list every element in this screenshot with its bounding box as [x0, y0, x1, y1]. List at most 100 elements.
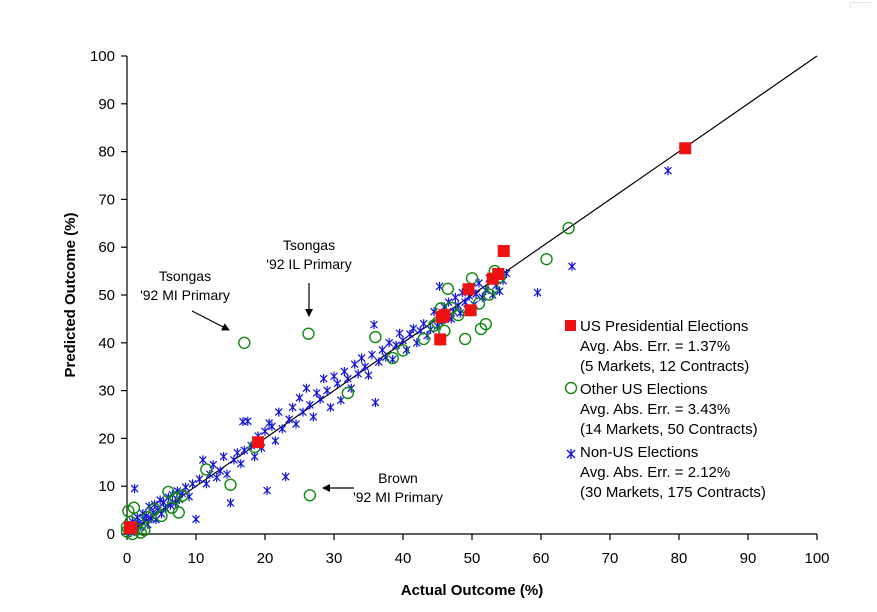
point-non-us [202, 479, 211, 489]
point-non-us [130, 484, 139, 494]
point-other-us [417, 332, 430, 346]
legend-label-us-presidential: US Presidential Elections [580, 318, 748, 335]
point-non-us [223, 469, 231, 479]
point-us-presidential [125, 522, 138, 535]
point-non-us [295, 393, 304, 403]
point-non-us [230, 455, 238, 465]
point-other-us [458, 332, 472, 346]
point-non-us [323, 386, 332, 396]
point-other-us [465, 272, 479, 285]
point-non-us [288, 402, 297, 412]
x-tick-label: 90 [740, 550, 757, 567]
legend-label-other-us: Other US Elections [580, 381, 708, 398]
point-non-us [226, 498, 235, 508]
point-non-us [188, 479, 197, 489]
legend-item-other-us: Other US Elections Avg. Abs. Err. = 3.43… [564, 381, 758, 438]
legend-square-marker [565, 320, 576, 331]
point-non-us [309, 412, 318, 422]
y-tick-label: 80 [98, 144, 115, 161]
y-tick-label: 50 [98, 287, 115, 304]
point-non-us [271, 436, 280, 446]
point-other-us [483, 288, 496, 301]
point-non-us [368, 350, 376, 360]
point-other-us [175, 489, 189, 502]
point-us-presidential [679, 142, 692, 155]
point-non-us [263, 486, 271, 496]
y-ticks: 0 10 20 30 40 50 60 70 80 90 100 [90, 48, 127, 543]
annotation-brown-mi-line1: Brown [378, 470, 418, 486]
point-non-us [219, 452, 228, 462]
point-non-us [250, 452, 259, 462]
point-other-us [369, 330, 382, 344]
point-non-us [274, 407, 283, 417]
point-non-us [236, 459, 245, 469]
point-non-us [261, 426, 269, 436]
x-tick-label: 30 [326, 550, 343, 567]
point-us-presidential [252, 436, 265, 449]
series-filled-square [123, 142, 692, 535]
legend-label-non-us: Non-US Elections [580, 444, 698, 461]
point-us-presidential [497, 245, 510, 258]
legend-markets-us-presidential: (5 Markets, 12 Contracts) [580, 358, 749, 375]
point-other-us [238, 336, 251, 349]
point-other-us [396, 344, 410, 357]
point-other-us [427, 319, 441, 332]
point-non-us [216, 466, 225, 476]
point-us-presidential [464, 304, 477, 317]
point-non-us [195, 474, 204, 484]
y-axis-label: Predicted Outcome (%) [62, 212, 79, 377]
point-non-us [454, 301, 463, 311]
legend-item-us-presidential: US Presidential Elections Avg. Abs. Err.… [565, 318, 749, 375]
point-other-us [452, 308, 465, 322]
point-non-us [378, 345, 387, 355]
point-non-us [343, 374, 352, 384]
x-tick-label: 70 [602, 550, 619, 567]
point-other-us [472, 297, 486, 310]
x-ticks: 0 10 20 30 40 50 60 70 80 90 100 [123, 534, 830, 567]
point-non-us [478, 292, 487, 302]
point-us-presidential [462, 283, 475, 296]
y-tick-label: 40 [98, 335, 115, 352]
x-tick-label: 50 [464, 550, 481, 567]
y-tick-label: 0 [107, 526, 115, 543]
x-tick-label: 40 [395, 550, 412, 567]
point-non-us [370, 320, 378, 330]
point-non-us [412, 338, 421, 348]
point-other-us [138, 523, 151, 537]
point-non-us [336, 395, 345, 405]
point-non-us [664, 166, 672, 176]
point-non-us [285, 414, 294, 424]
point-non-us [330, 371, 338, 381]
point-other-us [562, 221, 575, 235]
y-tick-label: 70 [98, 191, 115, 208]
legend-stat-us-presidential: Avg. Abs. Err. = 1.37% [580, 338, 730, 355]
annotation-tsongas-il-line1: Tsongas [283, 237, 335, 253]
annotation-tsongas-il-line2: '92 IL Primary [266, 256, 351, 272]
point-other-us [172, 506, 185, 519]
x-tick-label: 20 [257, 550, 274, 567]
point-non-us [212, 473, 221, 483]
point-non-us [281, 472, 290, 482]
point-non-us [405, 329, 414, 339]
point-non-us [388, 355, 397, 365]
point-other-us [141, 511, 154, 524]
legend-stat-non-us: Avg. Abs. Err. = 2.12% [580, 464, 730, 481]
point-us-presidential [434, 333, 447, 346]
point-non-us [333, 378, 342, 388]
y-tick-label: 10 [98, 478, 115, 495]
point-non-us [319, 374, 328, 384]
point-non-us [374, 357, 383, 367]
point-non-us [399, 335, 407, 345]
legend-item-non-us: Non-US Elections Avg. Abs. Err. = 2.12% … [566, 444, 766, 501]
annotation-brown-mi-line2: '92 MI Primary [353, 489, 443, 505]
x-tick-label: 80 [671, 550, 688, 567]
point-non-us [419, 319, 428, 329]
point-other-us [341, 386, 354, 400]
point-non-us [278, 424, 287, 434]
point-non-us [267, 421, 276, 431]
point-non-us [385, 338, 394, 348]
x-tick-label: 10 [188, 550, 205, 567]
point-non-us [350, 359, 359, 369]
y-tick-label: 100 [90, 48, 115, 65]
point-other-us [200, 463, 213, 476]
